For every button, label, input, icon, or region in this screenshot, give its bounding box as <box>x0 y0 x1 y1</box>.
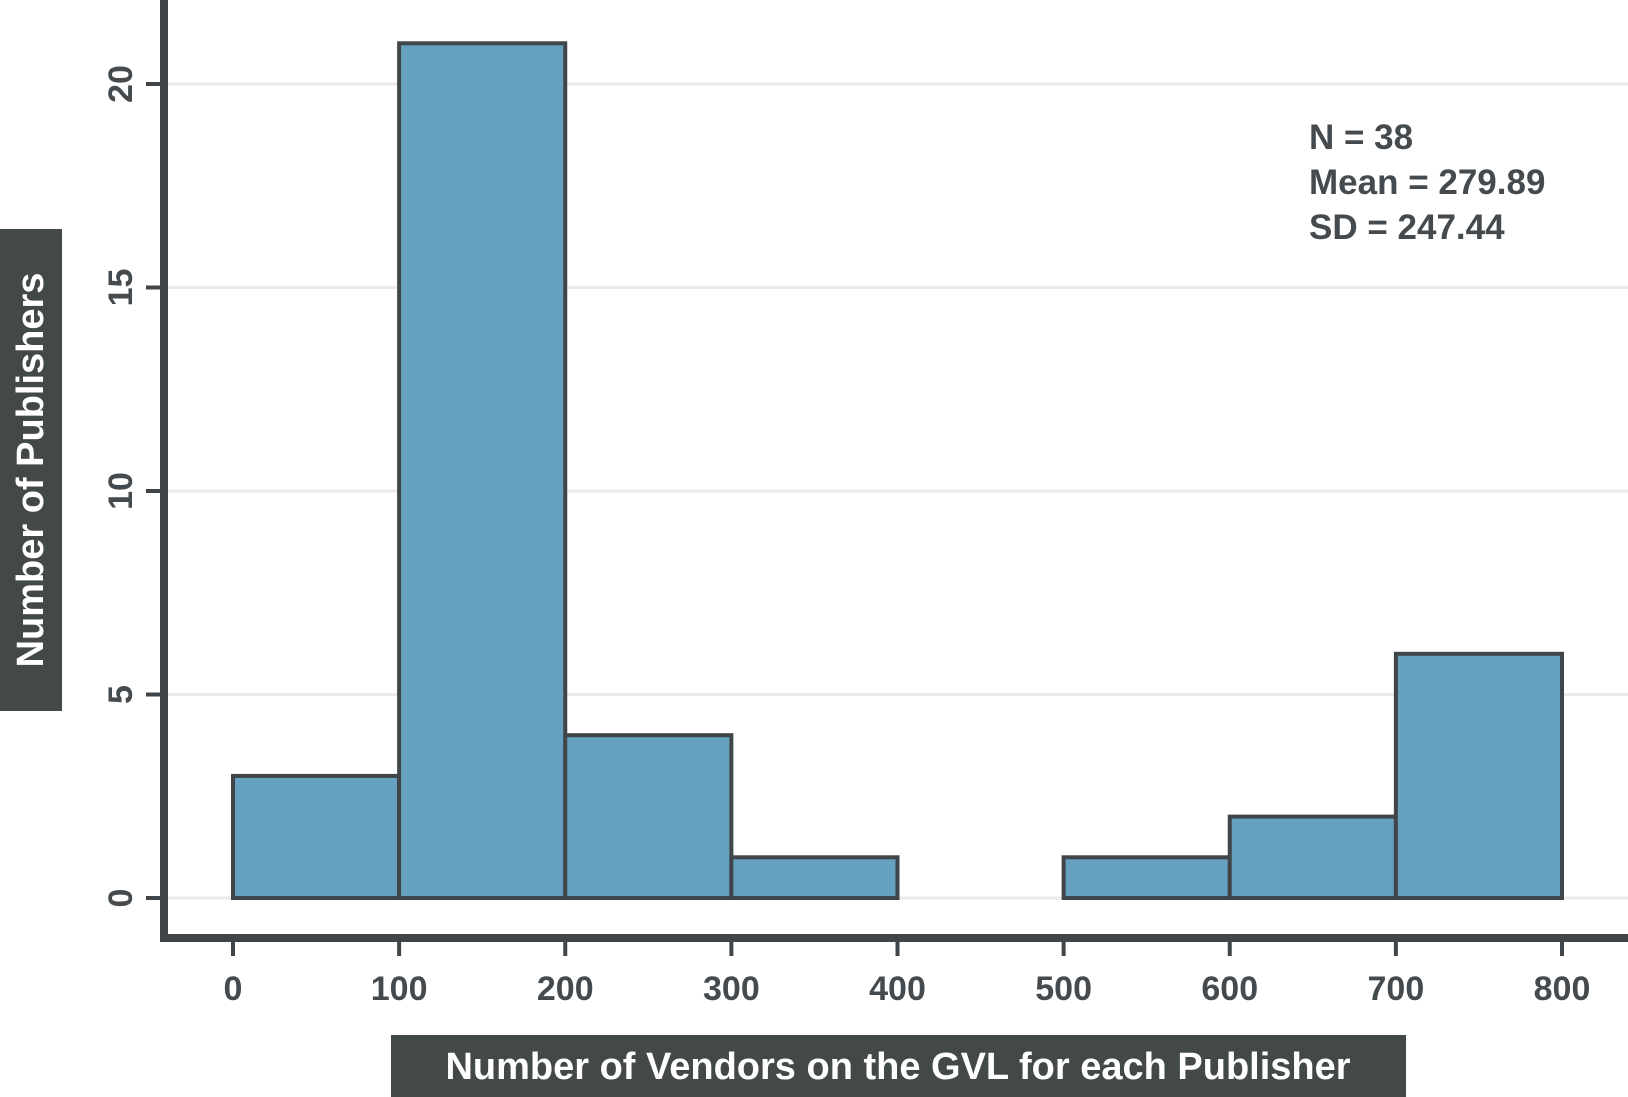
bar-0 <box>231 773 402 901</box>
x-tick-label-8: 800 <box>1534 970 1591 1008</box>
bar-2 <box>563 733 734 901</box>
y-tick-label-4: 20 <box>102 65 140 103</box>
y-tick-label-0: 0 <box>102 889 140 908</box>
x-tick-label-7: 700 <box>1368 970 1425 1008</box>
y-tick-label-3: 15 <box>102 269 140 307</box>
x-tick-label-4: 400 <box>869 970 926 1008</box>
x-tick-label-0: 0 <box>224 970 243 1008</box>
x-axis-title: Number of Vendors on the GVL for each Pu… <box>391 1035 1406 1097</box>
x-tick-label-6: 600 <box>1201 970 1258 1008</box>
stat-n: N = 38 <box>1309 118 1413 157</box>
axes <box>160 0 1628 942</box>
x-axis-title-text: Number of Vendors on the GVL for each Pu… <box>445 1046 1350 1088</box>
y-tick-label-1: 5 <box>102 685 140 704</box>
stat-sd: SD = 247.44 <box>1309 208 1505 247</box>
bar-1 <box>397 41 568 901</box>
x-tick-label-5: 500 <box>1035 970 1092 1008</box>
stat-mean: Mean = 279.89 <box>1309 163 1545 202</box>
x-axis-title-box <box>391 1035 1406 1097</box>
y-ticks: 0 5 10 15 20 <box>102 65 160 907</box>
bar-3 <box>729 855 900 900</box>
bar-6 <box>1227 814 1398 900</box>
bar-7 <box>1393 651 1564 900</box>
histogram-bars <box>231 41 1564 901</box>
y-tick-label-2: 10 <box>102 472 140 510</box>
y-axis-title: Number of Publishers <box>0 229 62 711</box>
x-ticks: 0 100 200 300 400 500 600 700 800 <box>224 942 1591 1008</box>
stats-annotation: N = 38 Mean = 279.89 SD = 247.44 <box>1309 118 1545 247</box>
x-tick-label-2: 200 <box>537 970 594 1008</box>
bar-5 <box>1061 855 1232 900</box>
x-tick-label-3: 300 <box>703 970 760 1008</box>
y-axis-title-text: Number of Publishers <box>10 273 52 668</box>
y-axis-title-box <box>0 229 62 711</box>
x-tick-label-1: 100 <box>371 970 428 1008</box>
